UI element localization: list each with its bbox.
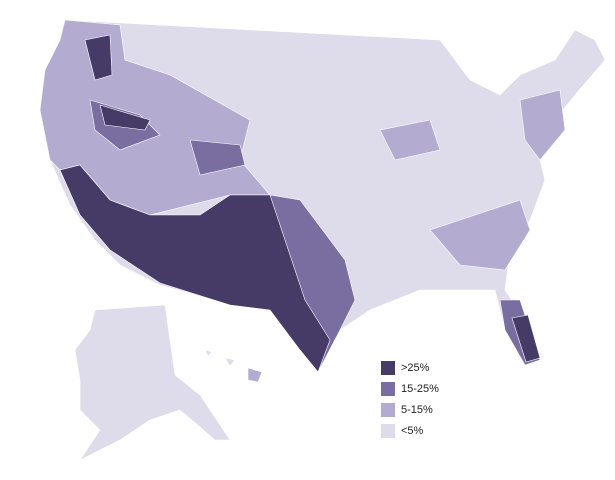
region (511, 314, 541, 363)
region (204, 349, 213, 357)
region (59, 164, 331, 373)
legend-label: >25% (401, 362, 430, 374)
legend-label: 15-25% (401, 383, 439, 395)
region (519, 89, 566, 161)
region (379, 119, 441, 161)
region (224, 357, 236, 367)
legend-swatch (381, 382, 395, 396)
legend-swatch (381, 424, 395, 438)
legend-label: <5% (401, 425, 424, 437)
legend-swatch (381, 403, 395, 417)
region (247, 367, 263, 383)
region (74, 304, 231, 461)
region (99, 104, 151, 131)
legend-swatch (381, 361, 395, 375)
map-regions (39, 19, 606, 461)
region (429, 199, 531, 271)
region (84, 34, 113, 81)
region (189, 139, 246, 176)
legend-label: 5-15% (401, 404, 433, 416)
legend: >25% 15-25% 5-15% <5% (381, 361, 439, 438)
